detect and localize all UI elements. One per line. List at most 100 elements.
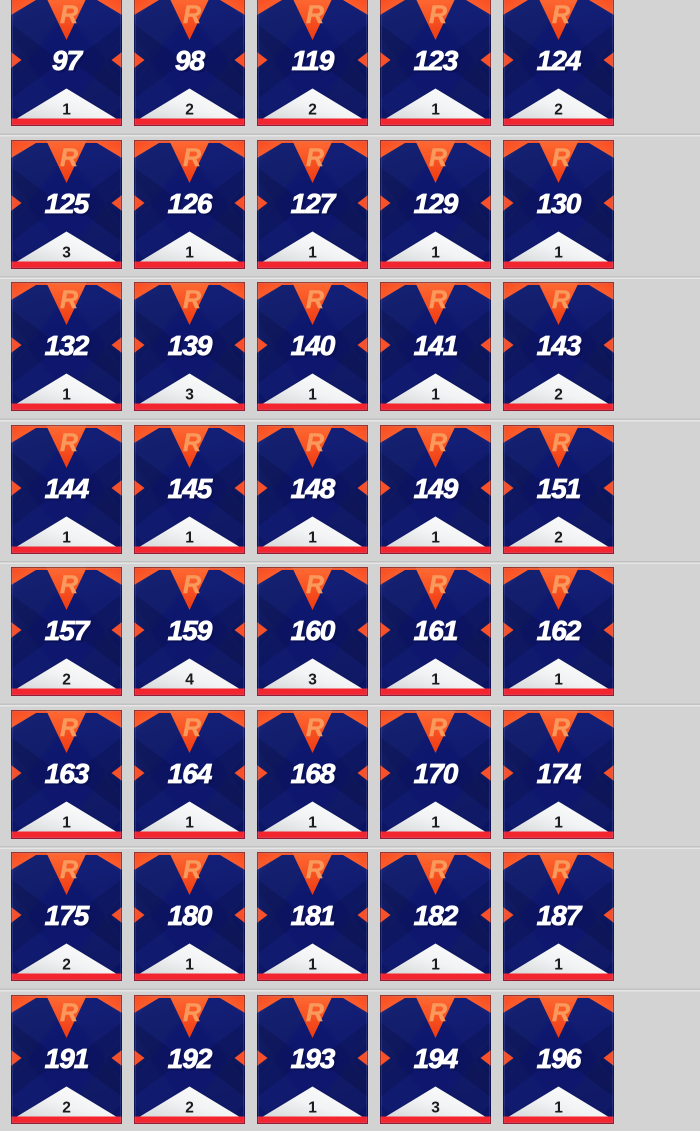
sticker-card[interactable]: R 168 168 1 [257,709,368,839]
count-banner [386,801,485,831]
card-inner-edge [504,710,613,838]
card-number-shadow: 129 [416,190,461,221]
diamond-left-icon [380,622,391,638]
sticker-card[interactable]: R 127 127 1 [257,139,368,269]
sticker-card[interactable]: R 148 148 1 [257,424,368,554]
sticker-card[interactable]: R 187 187 1 [503,852,614,981]
count-banner [263,801,362,831]
left-shade [257,594,307,669]
sticker-card[interactable]: R 192 192 2 [134,994,245,1124]
card-number-shadow: 181 [293,902,337,933]
duplicate-count: 2 [554,102,563,119]
x-ribbon-pattern [11,424,122,554]
sticker-card-art: R 161 161 1 [380,567,491,696]
count-banner [386,1086,485,1116]
left-shade [134,736,184,812]
card-number-shadow: 193 [293,1045,338,1076]
sticker-card-art: R 159 159 4 [134,567,245,696]
card-number-shadow: 174 [539,760,584,791]
top-left-corner [503,994,533,1013]
sticker-card[interactable]: R 191 191 2 [11,994,122,1124]
sticker-card[interactable]: R 151 151 2 [503,424,614,554]
card-inner-edge [135,425,244,553]
count-banner [140,658,239,689]
sticker-card[interactable]: R 125 125 3 [11,139,122,269]
sticker-card[interactable]: R 119 119 2 [257,0,368,126]
sticker-card[interactable]: R 170 170 1 [380,709,491,839]
sticker-card[interactable]: R 193 193 1 [257,994,368,1124]
sticker-card[interactable]: R 162 162 1 [503,567,614,696]
x-ribbon-pattern [134,0,245,126]
left-shade [380,594,430,669]
card-number-shadow: 160 [293,617,338,648]
count-banner [263,231,362,261]
top-right-corner [343,0,368,15]
sticker-card[interactable]: R 130 130 1 [503,139,614,269]
logo-chevron [538,139,579,183]
sticker-card[interactable]: R 143 143 2 [503,282,614,411]
sticker-card[interactable]: R 159 159 4 [134,567,245,696]
card-number: 127 [291,188,337,219]
sticker-card[interactable]: R 149 149 1 [380,424,491,554]
sticker-card[interactable]: R 139 139 3 [134,282,245,411]
top-right-corner [92,282,122,300]
sticker-card[interactable]: R 161 161 1 [380,567,491,696]
card-border [503,282,614,411]
brand-letter-r: R [429,571,447,599]
count-banner [17,801,116,831]
card-number-shadow: 192 [170,1045,215,1076]
sticker-card-art: R 124 124 2 [503,0,614,126]
diamond-left-icon [134,764,145,781]
count-banner [509,516,608,546]
sticker-card[interactable]: R 98 98 2 [134,0,245,126]
sticker-card[interactable]: R 157 157 2 [11,567,122,696]
sticker-card[interactable]: R 196 196 1 [503,994,614,1124]
sticker-card[interactable]: R 175 175 2 [11,852,122,981]
card-inner-edge [381,568,490,695]
sticker-card[interactable]: R 180 180 1 [134,852,245,981]
card-number-shadow: 164 [170,760,215,791]
right-shade [441,1021,491,1097]
sticker-card[interactable]: R 132 132 1 [11,282,122,411]
duplicate-count: 2 [185,1099,194,1116]
left-shade [11,1021,61,1097]
sticker-card[interactable]: R 129 129 1 [380,139,491,269]
duplicate-count: 1 [431,814,440,831]
sticker-card[interactable]: R 126 126 1 [134,139,245,269]
sticker-card[interactable]: R 97 97 1 [11,0,122,126]
sticker-card[interactable]: R 181 181 1 [257,852,368,981]
sticker-card[interactable]: R 124 124 2 [503,0,614,126]
diamond-left-icon [380,194,391,211]
sticker-card[interactable]: R 163 163 1 [11,709,122,839]
sticker-card[interactable]: R 174 174 1 [503,709,614,839]
left-shade [257,451,307,527]
top-left-corner [134,994,164,1013]
diamond-right-icon [603,907,614,923]
x-ribbon-pattern [11,282,122,411]
sticker-card[interactable]: R 141 141 1 [380,282,491,411]
sticker-card[interactable]: R 194 194 3 [380,994,491,1124]
sticker-card-art: R 187 187 1 [503,852,614,981]
sticker-card[interactable]: R 123 123 1 [380,0,491,126]
sticker-card[interactable]: R 164 164 1 [134,709,245,839]
card-inner-edge [381,425,490,553]
card-number: 125 [45,188,90,219]
card-number-shadow: 191 [47,1045,91,1076]
logo-chevron [292,139,333,183]
sticker-card[interactable]: R 182 182 1 [380,852,491,981]
card-footer-stripe [257,261,368,269]
right-shade [72,24,122,99]
top-right-corner [92,567,122,585]
sticker-card-art: R 123 123 1 [380,0,491,126]
sticker-card[interactable]: R 140 140 1 [257,282,368,411]
sticker-card[interactable]: R 160 160 3 [257,567,368,696]
count-banner [386,516,485,546]
card-inner-edge [12,853,121,980]
count-banner [17,943,116,974]
sticker-card[interactable]: R 145 145 1 [134,424,245,554]
sticker-card[interactable]: R 144 144 1 [11,424,122,554]
duplicate-count: 2 [308,102,317,119]
diamond-right-icon [111,907,122,923]
diamond-right-icon [234,1049,245,1066]
